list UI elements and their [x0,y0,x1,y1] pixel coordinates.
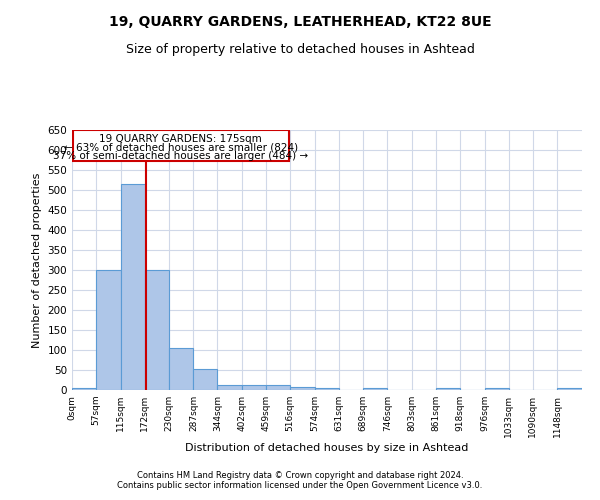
Y-axis label: Number of detached properties: Number of detached properties [32,172,42,348]
Bar [217,385,242,390]
Text: 19 QUARRY GARDENS: 175sqm: 19 QUARRY GARDENS: 175sqm [100,134,262,144]
Text: Size of property relative to detached houses in Ashtead: Size of property relative to detached ho… [125,42,475,56]
Bar [315,388,339,390]
Text: ← 63% of detached houses are smaller (824): ← 63% of detached houses are smaller (82… [64,142,298,152]
Bar [72,388,96,390]
X-axis label: Distribution of detached houses by size in Ashtead: Distribution of detached houses by size … [185,442,469,452]
Bar [96,270,121,390]
Bar [364,388,388,390]
Bar [121,184,145,390]
Bar [485,388,509,390]
Text: 37% of semi-detached houses are larger (484) →: 37% of semi-detached houses are larger (… [53,151,308,161]
Text: 19, QUARRY GARDENS, LEATHERHEAD, KT22 8UE: 19, QUARRY GARDENS, LEATHERHEAD, KT22 8U… [109,15,491,29]
FancyBboxPatch shape [73,130,289,161]
Bar [436,388,460,390]
Bar [290,387,315,390]
Text: Contains HM Land Registry data © Crown copyright and database right 2024.
Contai: Contains HM Land Registry data © Crown c… [118,470,482,490]
Bar [193,369,217,390]
Bar [266,385,290,390]
Bar [242,385,266,390]
Bar [169,348,193,390]
Bar [145,270,169,390]
Bar [557,388,582,390]
